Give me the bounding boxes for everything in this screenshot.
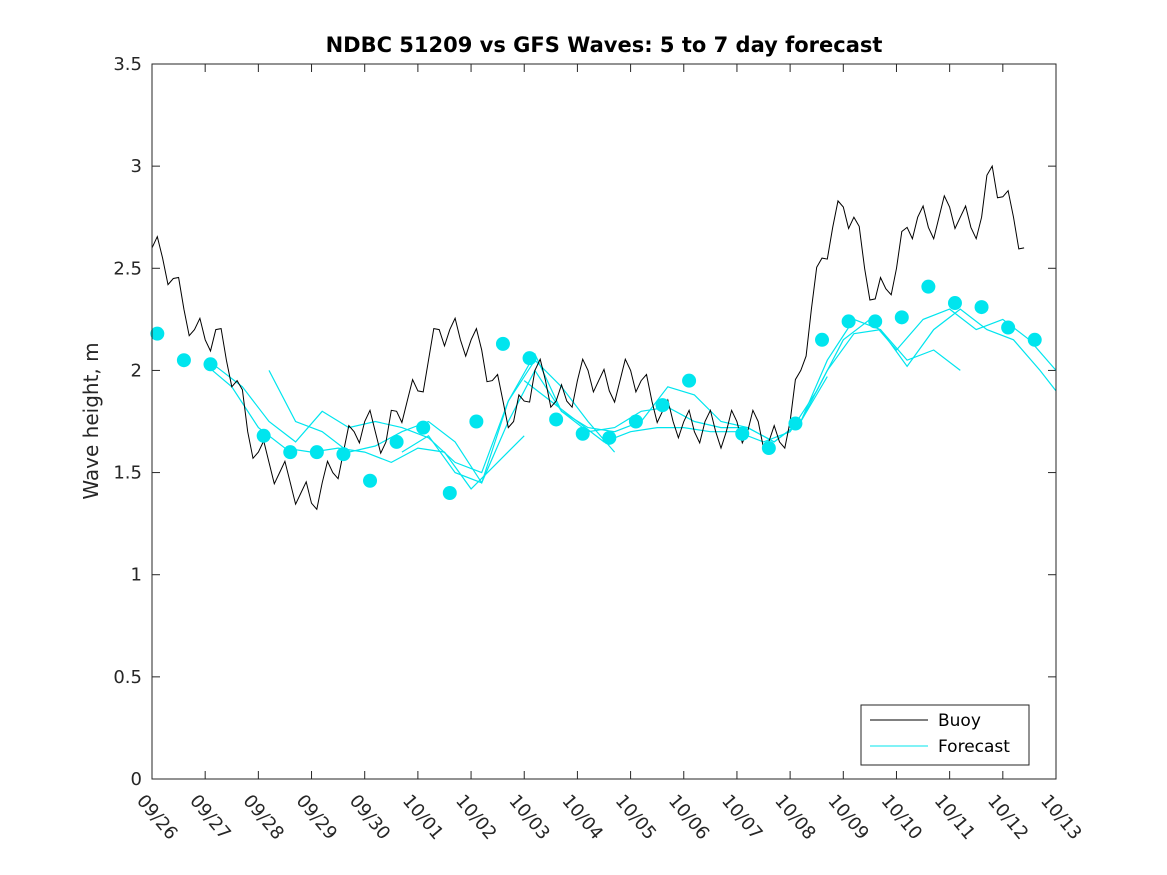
y-tick-label: 3.5 [113, 54, 142, 75]
forecast-point [921, 279, 936, 294]
legend-label-buoy: Buoy [938, 711, 981, 731]
forecast-point [469, 414, 484, 429]
legend-box [860, 704, 1030, 766]
forecast-point [283, 445, 298, 460]
forecast-point [495, 336, 510, 351]
forecast-point [894, 310, 909, 325]
forecast-point [416, 420, 431, 435]
forecast-point [176, 353, 191, 368]
forecast-point [442, 486, 457, 500]
forecast-point [655, 398, 670, 413]
y-tick-label: 0.5 [113, 667, 142, 688]
forecast-point [974, 300, 989, 315]
plot-box [151, 63, 1057, 780]
forecast-point [150, 326, 165, 341]
forecast-point [203, 357, 218, 372]
forecast-point [947, 296, 962, 311]
y-tick-label: 2 [131, 360, 142, 381]
y-tick-label: 0 [131, 769, 142, 790]
forecast-point [256, 428, 271, 443]
buoy-line [151, 164, 1025, 511]
forecast-point [389, 434, 404, 449]
forecast-point [309, 445, 324, 460]
legend-label-forecast: Forecast [938, 737, 1010, 757]
forecast-point [363, 473, 378, 488]
forecast-line [204, 363, 525, 490]
forecast-point [549, 412, 564, 427]
forecast-point [735, 426, 750, 441]
forecast-point [575, 426, 590, 441]
plot-area [152, 64, 1056, 779]
forecast-line [268, 352, 828, 485]
forecast-point [682, 373, 697, 388]
forecast-point [1027, 332, 1042, 347]
forecast-point [336, 447, 351, 462]
forecast-line [401, 328, 961, 484]
forecast-point [628, 414, 643, 429]
forecast-point [1001, 320, 1016, 335]
forecast-point [788, 416, 803, 431]
forecast-point [761, 441, 776, 456]
forecast-point [868, 314, 883, 329]
y-tick-label: 2.5 [113, 258, 142, 279]
y-tick-label: 3 [131, 156, 142, 177]
series-layer [150, 164, 1057, 511]
forecast-point [522, 351, 537, 366]
y-tick-labels: 0 0.5 1 1.5 2 2.5 3 3.5 [113, 54, 142, 790]
forecast-point [602, 430, 617, 445]
forecast-line [215, 359, 616, 474]
forecast-point [815, 332, 830, 347]
forecast-point [841, 314, 856, 329]
y-tick-label: 1 [131, 565, 142, 586]
axis-ticks-layer [151, 63, 1057, 780]
forecast-line [800, 308, 1057, 422]
legend: Buoy Forecast [860, 704, 1030, 766]
chart-title: NDBC 51209 vs GFS Waves: 5 to 7 day fore… [326, 33, 883, 57]
y-tick-label: 1.5 [113, 463, 142, 484]
y-axis-label: Wave height, m [79, 342, 103, 499]
